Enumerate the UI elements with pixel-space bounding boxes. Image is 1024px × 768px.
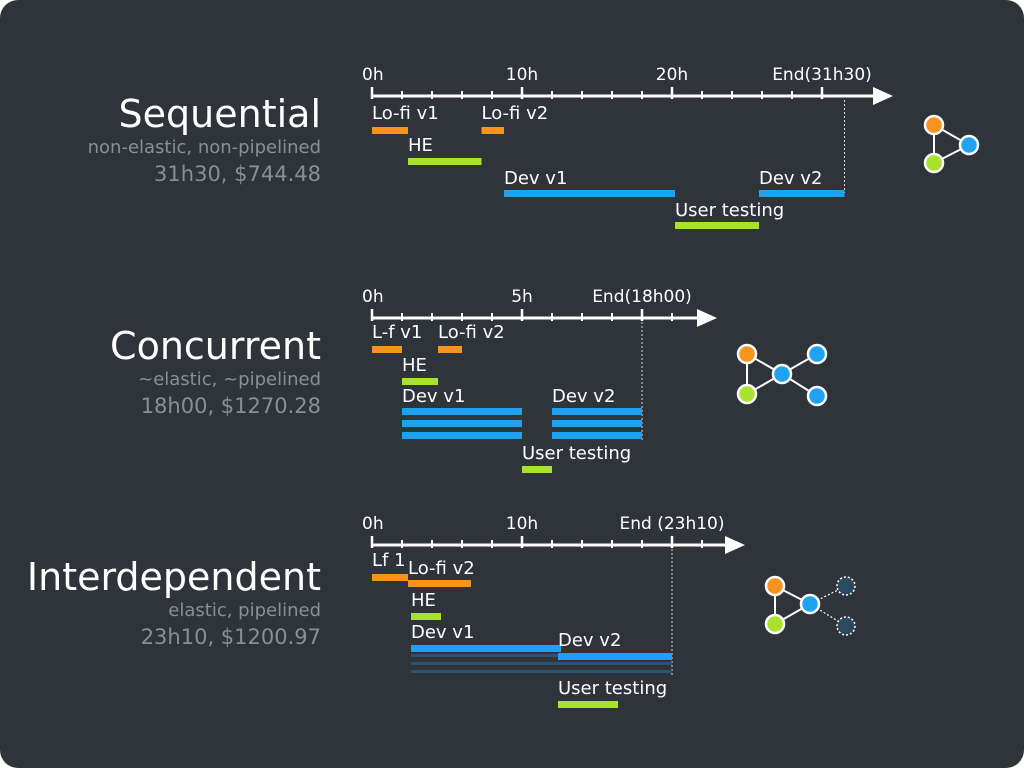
task-label: HE	[411, 590, 436, 611]
task-bar	[504, 190, 675, 197]
hub-network-icon	[736, 343, 828, 407]
task-bar	[372, 127, 408, 134]
task-bar	[759, 190, 845, 197]
task-subbar	[411, 654, 672, 657]
tick-label: 0h	[362, 65, 384, 85]
timeline-interdependent: 0h 10h End (23h10) Lf 1 Lo-fi v2 HE Dev v1 Dev …	[362, 514, 745, 708]
tick-label: 10h	[506, 65, 538, 85]
section-title: Sequential	[118, 92, 321, 136]
timeline-concurrent: 0h 5h End(18h00) L-f v1 Lo-fi v2 HE Dev v1 Dev …	[362, 287, 717, 473]
task-bar	[411, 645, 561, 652]
network-edge	[809, 603, 847, 627]
task-bar	[552, 408, 642, 415]
task-label: Dev v2	[759, 168, 822, 189]
section-concurrent-header: Concurrent ~elastic, ~pipelined 18h00, $…	[110, 324, 321, 420]
task-bar	[438, 346, 462, 353]
task-bar	[552, 432, 642, 439]
task-label: Dev v1	[504, 168, 567, 189]
task-label: User testing	[675, 200, 784, 221]
tick-label: 5h	[511, 287, 533, 307]
task-bar	[558, 653, 672, 660]
tick-label: End (23h10)	[619, 514, 724, 534]
task-bar	[402, 378, 438, 385]
node-green	[736, 383, 758, 405]
task-bar	[408, 158, 482, 165]
task-label: User testing	[558, 678, 667, 699]
task-label: Lo-fi v2	[408, 558, 475, 579]
task-label: L-f v1	[372, 322, 422, 343]
task-label: Lo-fi v2	[482, 103, 549, 124]
tick-label: 10h	[506, 514, 538, 534]
node-orange	[736, 343, 758, 365]
task-label: Lo-fi v1	[372, 103, 439, 124]
axis-arrowhead	[697, 309, 717, 327]
task-label: Dev v2	[558, 630, 621, 651]
task-subbar	[411, 670, 672, 673]
node-green	[923, 152, 945, 174]
task-bar	[402, 408, 522, 415]
tick-label: End(18h00)	[592, 287, 692, 307]
tick-label: End(31h30)	[772, 65, 872, 85]
section-stats: 23h10, $1200.97	[140, 625, 321, 649]
section-title: Concurrent	[110, 324, 321, 368]
node-blue	[958, 134, 980, 156]
task-label: Dev v1	[402, 386, 465, 407]
node-dashed	[836, 576, 856, 596]
task-label: Dev v2	[552, 386, 615, 407]
task-bar	[558, 701, 618, 708]
axis-arrowhead	[725, 536, 745, 554]
tick-label: 20h	[656, 65, 688, 85]
task-label: Dev v1	[411, 622, 474, 643]
node-orange	[923, 114, 945, 136]
node-green	[764, 613, 786, 635]
tick-label: 0h	[362, 514, 384, 534]
node-blue	[806, 343, 828, 365]
task-bar	[402, 420, 522, 427]
task-label: User testing	[522, 443, 631, 464]
triangle-network-icon	[923, 114, 980, 174]
task-label: Lf 1	[372, 550, 406, 571]
task-bar	[408, 580, 471, 587]
node-blue	[806, 385, 828, 407]
tick-label: 0h	[362, 287, 384, 307]
node-blue	[771, 363, 793, 385]
section-sequential-header: Sequential non-elastic, non-pipelined 31…	[88, 92, 321, 188]
section-stats: 18h00, $1270.28	[140, 394, 321, 418]
task-bar	[481, 127, 504, 134]
node-dashed	[836, 616, 856, 636]
task-bar	[522, 466, 552, 473]
section-stats: 31h30, $744.48	[154, 162, 321, 186]
task-subbar	[411, 662, 672, 665]
timeline-sequential: 0h 10h 20h End(31h30) Lo-fi v1 Lo-fi v2 HE Dev …	[362, 65, 893, 229]
task-bar	[552, 420, 642, 427]
task-bar	[372, 574, 408, 581]
task-bar	[675, 222, 759, 229]
axis-arrowhead	[873, 87, 893, 105]
task-bar	[402, 432, 522, 439]
node-blue	[799, 593, 821, 615]
elastic-network-icon	[764, 575, 856, 636]
section-subtitle: non-elastic, non-pipelined	[87, 137, 321, 158]
task-label: HE	[408, 135, 433, 156]
section-subtitle: elastic, pipelined	[168, 600, 321, 621]
section-title: Interdependent	[26, 555, 321, 599]
task-label: HE	[402, 355, 427, 376]
task-label: Lo-fi v2	[438, 322, 505, 343]
task-bar	[372, 346, 402, 353]
section-subtitle: ~elastic, ~pipelined	[138, 369, 321, 390]
node-orange	[764, 575, 786, 597]
section-interdependent-header: Interdependent elastic, pipelined 23h10,…	[27, 555, 321, 651]
task-bar	[411, 613, 441, 620]
